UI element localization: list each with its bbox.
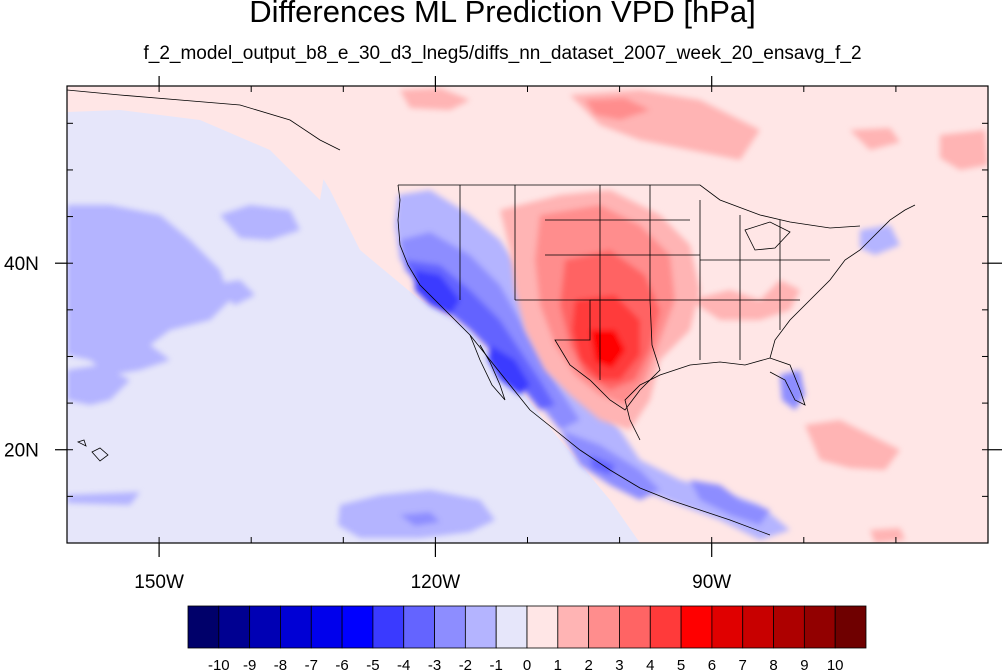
map-plot (67, 86, 988, 543)
colorbar-swatch (187, 605, 220, 649)
colorbar-label: 6 (708, 657, 716, 672)
x-tick-label: 150W (134, 572, 184, 593)
colorbar-swatch (464, 605, 497, 649)
colorbar-label: -6 (335, 657, 348, 672)
colorbar-label: 4 (646, 657, 654, 672)
colorbar-swatch (495, 605, 528, 649)
positive-anomaly-northwest (67, 86, 330, 200)
colorbar-label: 7 (739, 657, 747, 672)
colorbar-swatch (803, 605, 836, 649)
colorbar-label: 3 (615, 657, 623, 672)
x-tick-label: 90W (692, 572, 731, 593)
colorbar-label: -5 (366, 657, 379, 672)
colorbar-label: 0 (523, 657, 531, 672)
colorbar-swatch (403, 605, 435, 649)
map-axes: 150W 120W 90W 40N 20N (4, 76, 1002, 593)
colorbar-swatch (249, 605, 281, 649)
y-tick-label: 40N (4, 254, 39, 275)
colorbar-swatch (680, 605, 713, 649)
colorbar-swatch (341, 605, 374, 649)
map-title: Differences ML Prediction VPD [hPa] (249, 0, 756, 29)
x-tick-label: 120W (411, 572, 461, 593)
colorbar-swatch (711, 605, 744, 649)
map-subtitle: f_2_model_output_b8_e_30_d3_lneg5/diffs_… (143, 43, 862, 64)
colorbar-label: 2 (584, 657, 592, 672)
colorbar-label: 5 (677, 657, 685, 672)
y-tick-label: 20N (4, 441, 39, 462)
colorbar-swatch (834, 605, 867, 649)
colorbar: -10 -9 -8 -7 -6 -5 -4 -3 -2 -1 0 1 2 3 4 5 6 7 8 9 10 (187, 605, 867, 672)
colorbar-label: -9 (243, 657, 256, 672)
colorbar-swatch (218, 605, 251, 649)
colorbar-swatch (742, 605, 774, 649)
colorbar-label: -3 (428, 657, 441, 672)
colorbar-label: -10 (208, 657, 230, 672)
colorbar-label: -7 (305, 657, 318, 672)
colorbar-label: 9 (800, 657, 808, 672)
colorbar-label: 1 (554, 657, 562, 672)
coastlines-and-borders (67, 89, 916, 536)
colorbar-swatch (310, 605, 343, 649)
colorbar-label: -1 (490, 657, 503, 672)
colorbar-swatch (526, 605, 559, 649)
colorbar-label: 8 (769, 657, 777, 672)
colorbar-swatch (434, 605, 466, 649)
colorbar-label: -2 (459, 657, 472, 672)
colorbar-swatch (773, 605, 805, 649)
western-negative-anomaly (395, 190, 900, 540)
colorbar-swatch (588, 605, 620, 649)
colorbar-label: -4 (397, 657, 410, 672)
colorbar-label: -8 (274, 657, 287, 672)
colorbar-swatch (619, 605, 651, 649)
colorbar-label: 10 (827, 657, 844, 672)
colorbar-swatch (372, 605, 405, 649)
pacific-negative-patches (67, 205, 495, 538)
colorbar-swatch (557, 605, 590, 649)
colorbar-swatch (280, 605, 312, 649)
colorbar-swatch (649, 605, 682, 649)
